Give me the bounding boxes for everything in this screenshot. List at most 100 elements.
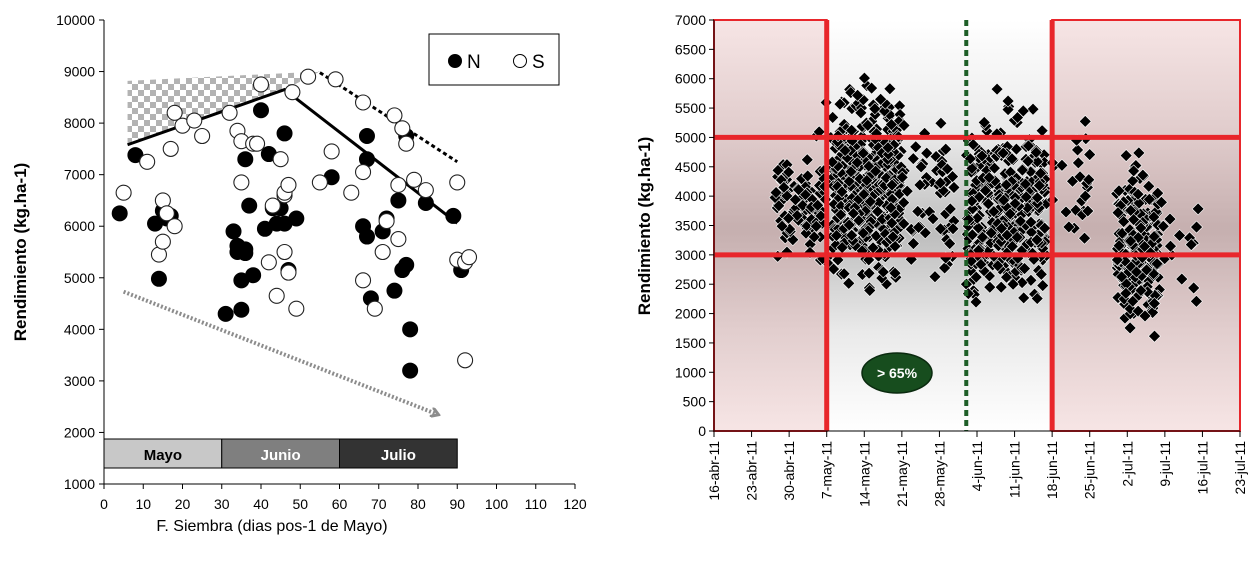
left-x-ticks: 0 10 20 30 40 50 60 70 80 90 100 110 120 [100, 484, 587, 512]
legend-marker-n [448, 54, 462, 68]
point-n [445, 207, 462, 224]
x-tick-label: 28-may-11 [931, 441, 947, 507]
data-point [995, 222, 1008, 235]
data-point [1151, 186, 1165, 200]
data-point [1136, 168, 1150, 182]
x-tick-label: 30-abr-11 [781, 441, 797, 501]
data-point [863, 195, 877, 208]
point-s [233, 174, 250, 191]
month-band-junio [221, 438, 340, 469]
data-point [1164, 239, 1177, 253]
y-tick-label: 1000 [675, 364, 706, 380]
data-point [975, 149, 989, 163]
data-point [900, 184, 914, 198]
data-point [1191, 202, 1205, 216]
y-tick-label: 500 [683, 394, 707, 410]
data-point [1123, 321, 1137, 335]
point-s [406, 171, 423, 188]
data-point [897, 196, 911, 210]
data-point [884, 118, 898, 131]
data-point [835, 185, 849, 199]
data-point [1071, 143, 1084, 157]
data-point [1173, 229, 1186, 242]
data-point [1082, 173, 1096, 187]
point-s [323, 143, 340, 160]
data-point [865, 81, 879, 95]
data-point [886, 230, 900, 244]
data-point [906, 152, 920, 166]
data-point [914, 160, 928, 174]
y-tick-label: 0 [698, 423, 706, 439]
data-point [965, 194, 979, 208]
point-s [366, 300, 383, 317]
data-point [857, 71, 871, 85]
data-point [809, 219, 823, 233]
point-n [253, 102, 269, 119]
data-point [850, 156, 864, 170]
y-tick-label: 9000 [64, 64, 95, 80]
legend-label-s: S [532, 52, 545, 73]
x-tick-label: 25-jun-11 [1082, 441, 1098, 499]
month-band-label: Mayo [144, 447, 182, 464]
data-point [1006, 277, 1020, 291]
data-point [854, 106, 868, 120]
point-n [358, 228, 375, 245]
data-point [946, 170, 959, 183]
point-s [311, 174, 328, 191]
data-point [1000, 270, 1013, 284]
data-point [1015, 163, 1029, 177]
data-point [1062, 220, 1076, 234]
point-n [402, 362, 419, 379]
data-point [1147, 297, 1161, 310]
data-point [842, 218, 856, 232]
data-point [1036, 279, 1050, 292]
point-s [252, 76, 270, 93]
data-point [897, 217, 911, 231]
data-point [1018, 262, 1031, 275]
data-point [966, 138, 980, 151]
data-point [926, 212, 940, 226]
y-tick-label: 10000 [56, 12, 95, 28]
y-tick-label: 4000 [64, 321, 95, 337]
data-point [912, 221, 925, 234]
point-s [300, 68, 317, 85]
data-point [994, 280, 1008, 294]
data-point [1078, 231, 1091, 245]
data-point [782, 165, 796, 179]
data-point [1140, 263, 1154, 277]
point-s [280, 264, 297, 281]
point-s [115, 184, 132, 201]
legend-marker-s [513, 54, 527, 68]
percent-badge: > 65% [861, 352, 933, 394]
point-n [111, 205, 128, 222]
data-point [837, 267, 851, 281]
data-point [974, 257, 988, 271]
data-point [1190, 220, 1203, 234]
trend-arrow [122, 289, 438, 415]
x-tick-label: 10 [135, 496, 151, 512]
trend-line-dashed [319, 71, 459, 164]
point-s [221, 104, 238, 121]
x-tick-label: 60 [332, 496, 348, 512]
point-s [166, 104, 183, 121]
data-point [1022, 139, 1035, 153]
data-point [1078, 189, 1092, 203]
data-point [920, 146, 934, 160]
x-tick-label: 4-jun-11 [969, 441, 985, 492]
data-point [1029, 146, 1043, 159]
data-point [871, 205, 885, 218]
x-tick-label: 9-jul-11 [1157, 441, 1173, 487]
data-point [883, 82, 897, 96]
month-bands: Mayo Junio Julio [103, 438, 458, 469]
point-n [402, 321, 419, 338]
data-point [1112, 239, 1126, 253]
data-point [1030, 292, 1044, 305]
month-band-mayo [103, 438, 223, 469]
data-point [1024, 273, 1038, 287]
data-point [879, 171, 893, 185]
data-point [1142, 179, 1156, 193]
point-s [276, 243, 293, 261]
x-tick-label: 21-may-11 [894, 441, 910, 507]
data-point [1147, 230, 1161, 243]
